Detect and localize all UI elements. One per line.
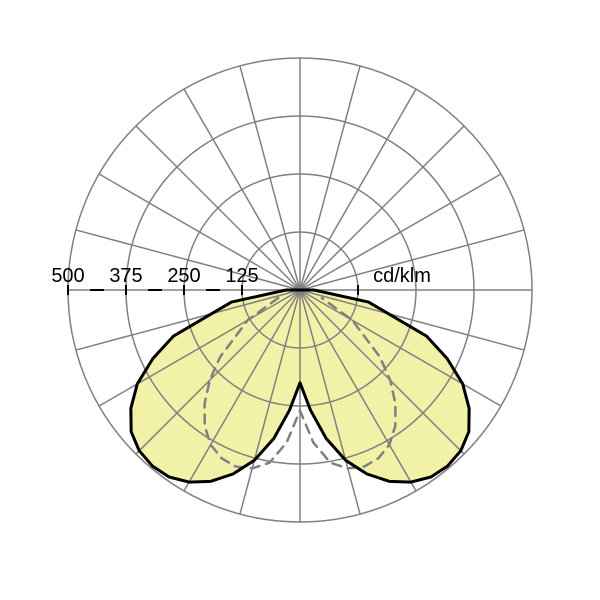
- axis-tick-label: 500: [51, 265, 84, 287]
- polar-luminosity-chart: 500 375 250 125 cd/klm: [0, 0, 600, 600]
- axis-tick-label: 125: [225, 265, 258, 287]
- axis-tick-label: 250: [167, 265, 200, 287]
- axis-tick-label: 375: [109, 265, 142, 287]
- axis-unit-label: cd/klm: [373, 265, 431, 287]
